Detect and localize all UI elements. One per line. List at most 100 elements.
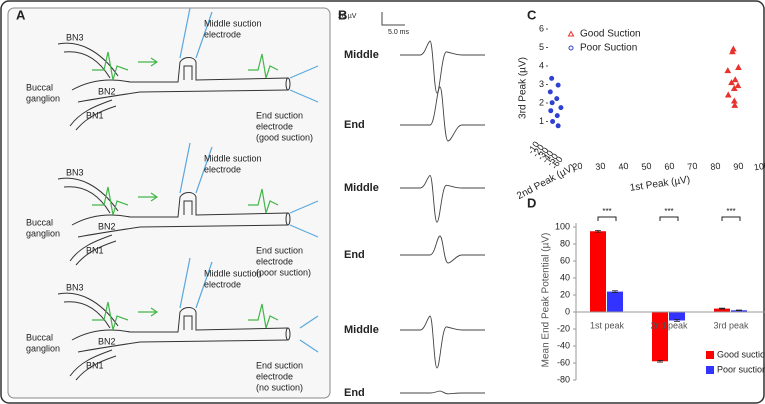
ganglion-label: ganglion [26,228,60,238]
panel-letter: B [338,7,347,22]
bar [607,291,623,312]
nerve [69,234,117,266]
point [729,48,736,55]
action-potential [92,51,129,81]
trace-label: End [344,119,365,131]
point [724,91,732,98]
x-tick-label: 90 [733,161,744,172]
trace-label: End [344,387,365,399]
significance: *** [664,207,673,216]
nerve [77,65,289,103]
trace [400,40,485,94]
point [549,75,555,81]
z-axis-label: 3rd Peak (µV) [518,57,529,119]
nerve-end [285,212,291,226]
action-potential [248,303,279,329]
scale-voltage: 20 µV [338,13,357,20]
nerve-end [285,77,291,91]
error-bar [612,290,618,293]
electrode [289,65,319,103]
point [731,76,739,83]
error-bar [657,360,663,363]
scale-bar [381,12,405,26]
bar [590,231,606,312]
x-tick-label: 100 [753,160,765,172]
point [547,89,553,95]
error-bar [736,309,742,311]
electrode-label: electrode [256,256,293,266]
bar [731,310,747,312]
action-potential [248,188,279,214]
ganglion-label: Buccal [26,332,53,342]
electrode-label: electrode [204,279,241,289]
legend-label: Good Suction [580,29,641,40]
bar [714,308,730,312]
bar [669,312,685,321]
x-tick-label: 30 [595,161,606,172]
x-tick-label: 3rd peak [713,320,749,330]
legend-swatch [706,351,714,359]
trace [400,315,485,369]
scale-time: 5.0 ms [388,29,410,36]
nerve-end [285,327,291,341]
significance-bracket [597,216,617,221]
electrode-label: (good suction) [256,132,313,142]
panel-letter: A [16,7,26,22]
point [555,123,561,129]
x-tick-label: 60 [664,161,675,172]
nerve-label: BN3 [66,32,84,42]
point [554,113,560,119]
significance: *** [726,207,735,216]
nerve [57,42,119,79]
electrode-label: (poor suction) [256,267,311,277]
error-bar [595,230,601,233]
nerve-label: BN2 [98,221,116,231]
y-tick-label: -40 [557,340,570,350]
bar [652,312,668,362]
legend-label: Poor suction [717,364,765,374]
y-tick-label: 80 [560,238,570,248]
trace-label: Middle [344,182,379,194]
nerve [57,177,119,214]
electrode [179,257,213,309]
nerve [71,192,289,226]
y-tick-label: 0 [565,306,570,316]
electrode-label: Middle suction [204,268,262,278]
point [554,96,560,102]
nerve-label: BN2 [98,336,116,346]
legend-marker [568,45,574,51]
arrow [138,192,159,202]
action-potential [92,301,129,331]
nerve-label: BN1 [86,245,104,255]
nerve-label: BN3 [66,167,84,177]
point [549,100,555,106]
electrode-label: electrode [256,371,293,381]
electrode-label: electrode [204,29,241,39]
electrode-label: electrode [256,121,293,131]
electrode-label: End suction [256,110,303,120]
legend-label: Poor Suction [580,43,637,54]
nerve-label: BN3 [66,282,84,292]
x-tick-label: 40 [618,161,629,172]
trace [400,390,485,395]
x-tick-label: 2nd peak [650,320,688,330]
z-tick-label: 1 [539,116,544,126]
x-tick-label: 20 [572,161,583,172]
electrode-label: electrode [204,164,241,174]
nerve [77,315,289,353]
panel-a-box [7,7,331,399]
nerve [77,200,289,238]
legend-label: Good suction [717,349,765,359]
z-tick-label: 6 [539,23,544,33]
legend-marker [567,30,575,37]
arrow [138,57,159,67]
trace-label: Middle [344,49,379,61]
y-tick-label: 60 [560,255,570,265]
legend-swatch [706,366,714,374]
point [731,101,739,108]
electrode-label: End suction [256,360,303,370]
point [550,119,556,124]
trace [400,235,485,264]
point [555,82,561,88]
